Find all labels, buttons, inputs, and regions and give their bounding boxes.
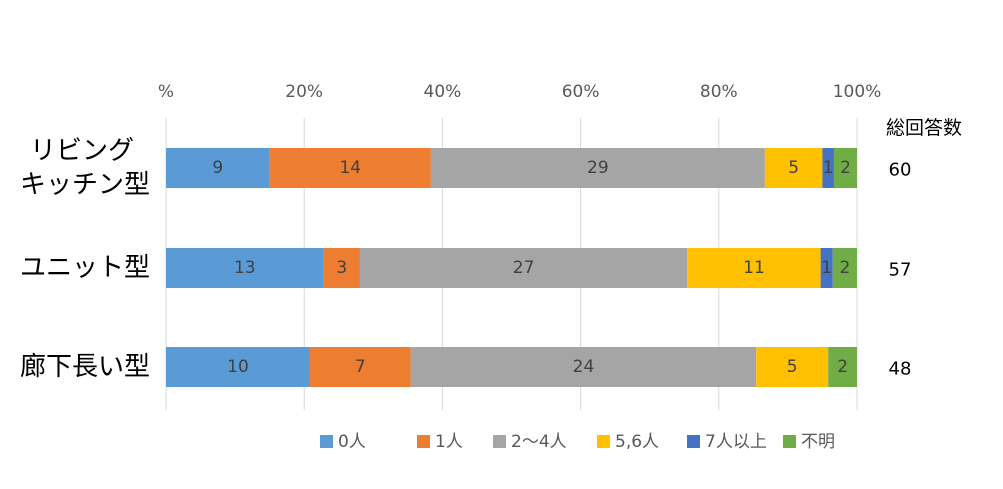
- legend-swatch: [493, 435, 506, 448]
- bar-segment: [269, 148, 431, 188]
- category-label: キッチン型: [20, 170, 150, 200]
- x-tick-label: 60%: [562, 82, 600, 102]
- legend-swatch: [597, 435, 610, 448]
- data-label: 5: [787, 357, 798, 377]
- total-value: 57: [889, 260, 912, 281]
- x-tick-label: 20%: [285, 82, 323, 102]
- data-label: 1: [823, 158, 834, 178]
- bar-segment: [828, 347, 857, 387]
- legend-swatch: [320, 435, 333, 448]
- data-label: 7: [355, 357, 366, 377]
- totals-header: 総回答数: [886, 117, 962, 139]
- bar-segment: [820, 248, 833, 288]
- legend-label: 0人: [338, 432, 366, 452]
- bar-segment: [410, 347, 757, 387]
- legend-label: 7人以上: [705, 432, 767, 452]
- legend-label: 5,6人: [615, 432, 659, 452]
- data-label: 24: [573, 357, 595, 377]
- data-label: 29: [587, 158, 609, 178]
- legend-swatch: [687, 435, 700, 448]
- x-tick-label: %: [158, 82, 174, 102]
- data-label: 1: [821, 258, 832, 278]
- category-label: リビング: [30, 136, 134, 166]
- bar-segment: [166, 148, 270, 188]
- data-label: 2: [840, 158, 851, 178]
- data-label: 3: [336, 258, 347, 278]
- data-label: 13: [234, 258, 256, 278]
- bar-segment: [756, 347, 829, 387]
- bar-segment: [832, 248, 857, 288]
- bar-segment: [166, 248, 324, 288]
- bar-segment: [764, 148, 823, 188]
- data-label: 11: [743, 258, 765, 278]
- legend-label: 2〜4人: [511, 432, 567, 452]
- bar-segment: [833, 148, 857, 188]
- legend-swatch: [783, 435, 796, 448]
- x-tick-label: 100%: [833, 82, 882, 102]
- bar-segment: [359, 248, 688, 288]
- data-label: 14: [339, 158, 361, 178]
- total-value: 48: [889, 359, 912, 380]
- legend-swatch: [417, 435, 430, 448]
- bar-segment: [687, 248, 821, 288]
- x-tick-label: 80%: [700, 82, 738, 102]
- bar-segment: [166, 347, 310, 387]
- category-label: 廊下長い型: [20, 352, 150, 382]
- bar-segment: [430, 148, 765, 188]
- data-label: 9: [212, 158, 223, 178]
- legend-label: 不明: [801, 432, 835, 452]
- category-label: ユニット型: [20, 253, 150, 283]
- data-label: 2: [837, 357, 848, 377]
- bar-segment: [822, 148, 834, 188]
- data-label: 5: [788, 158, 799, 178]
- x-tick-label: 40%: [424, 82, 462, 102]
- data-label: 27: [513, 258, 535, 278]
- bar-segment: [323, 248, 360, 288]
- bar-segment: [309, 347, 411, 387]
- data-label: 2: [839, 258, 850, 278]
- data-label: 10: [227, 357, 249, 377]
- total-value: 60: [889, 160, 912, 181]
- legend-label: 1人: [435, 432, 463, 452]
